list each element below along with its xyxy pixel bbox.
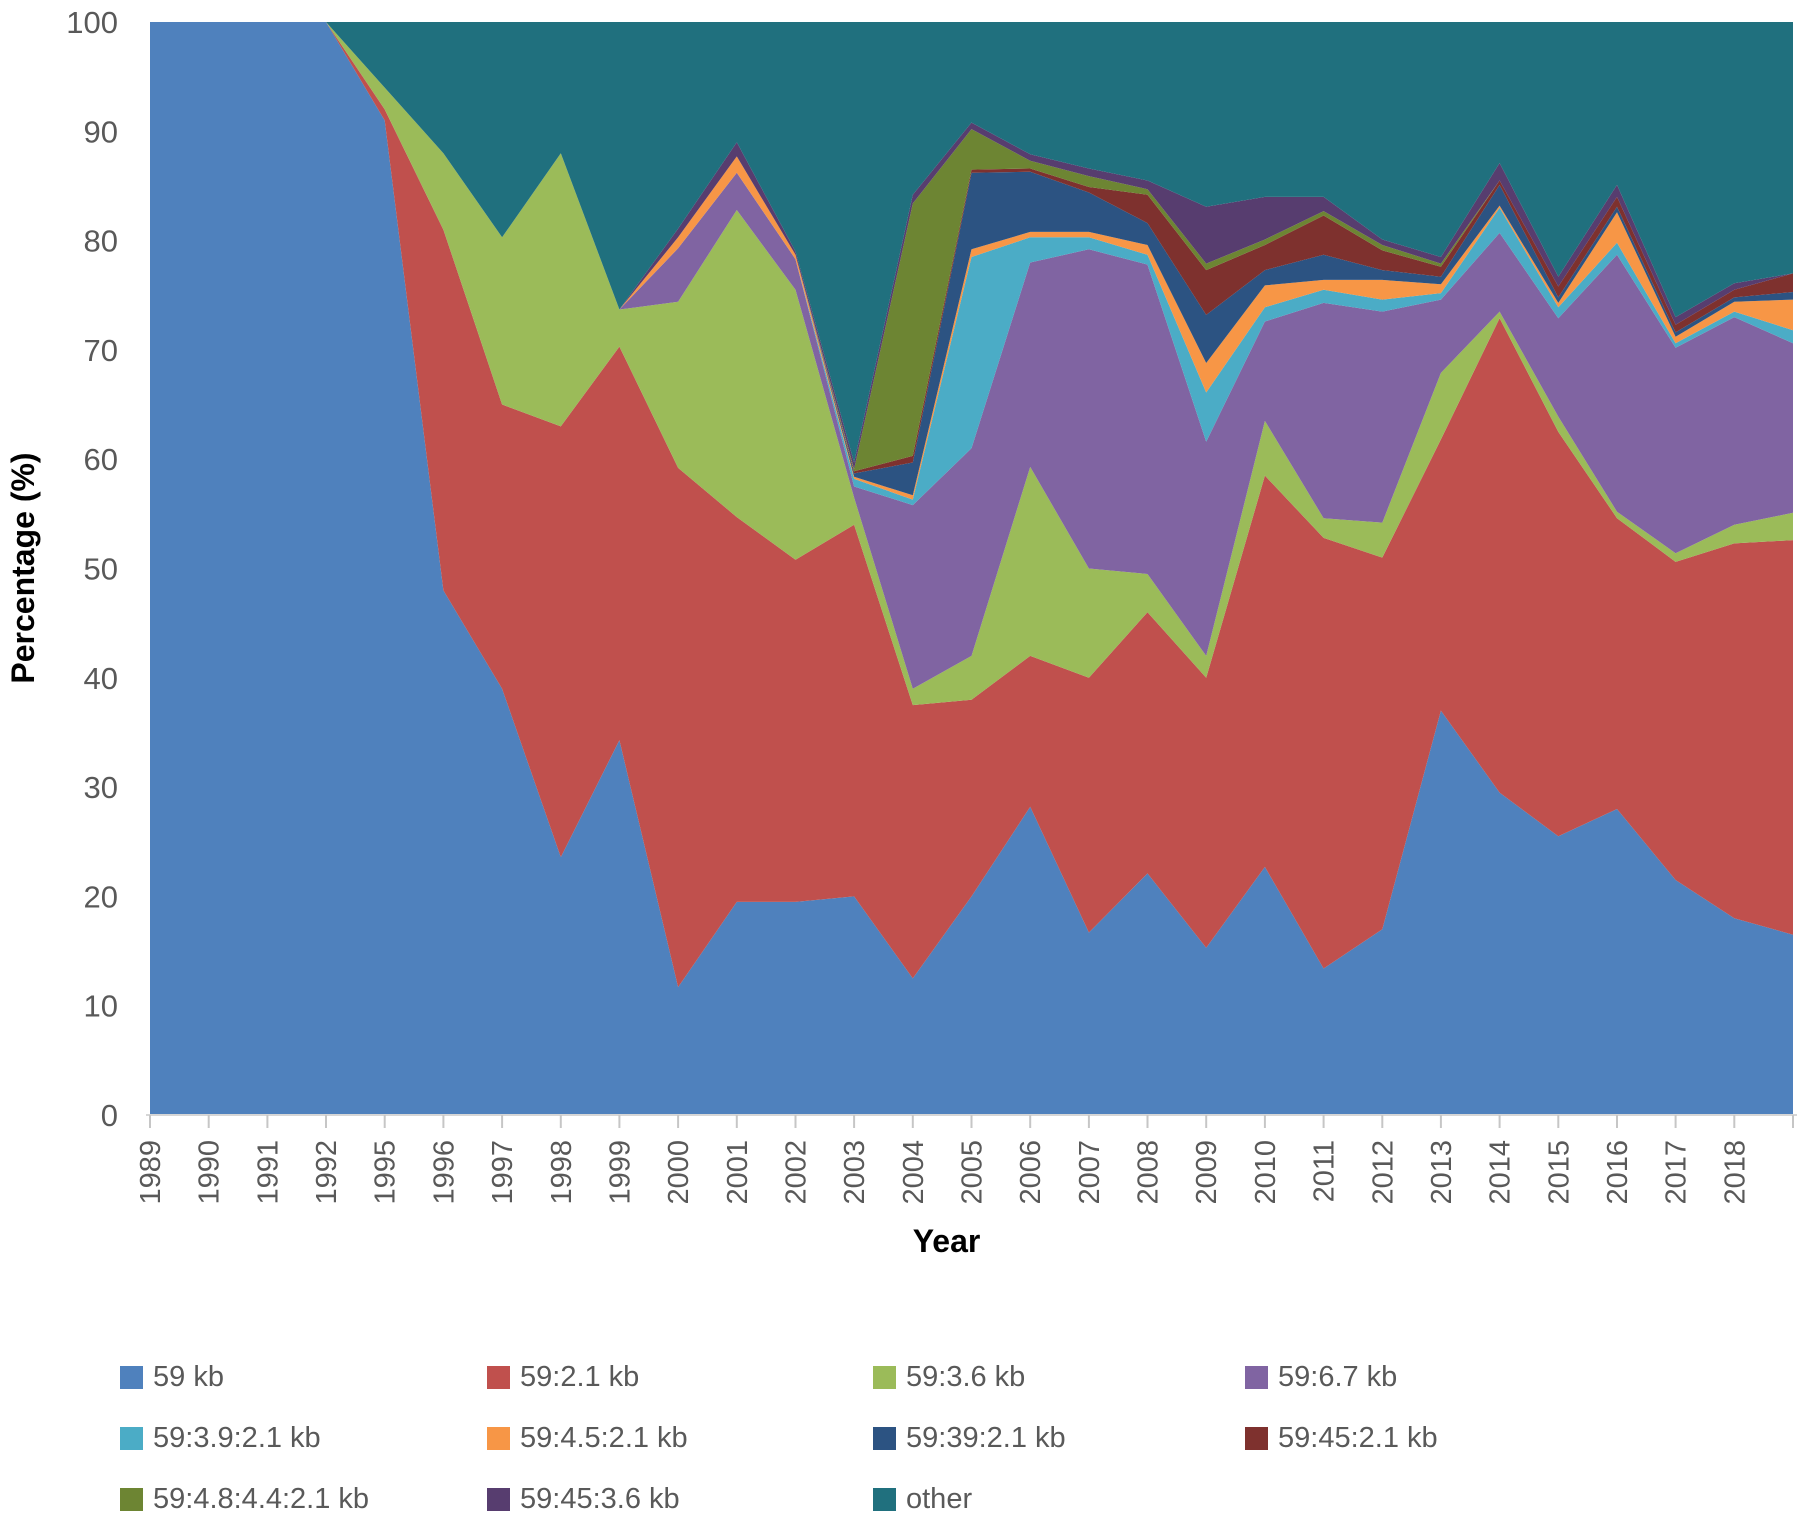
- chart-legend: 59 kb 59:2.1 kb 59:3.6 kb 59:6.7 kb 59:3.9:2…: [120, 1360, 1575, 1515]
- legend-swatch-icon: [873, 1365, 896, 1389]
- x-tick-label: 1997: [487, 1140, 519, 1205]
- legend-item-other: other: [873, 1482, 1245, 1515]
- legend-item-59-3-6-kb: 59:3.6 kb: [873, 1360, 1245, 1393]
- legend-swatch-icon: [120, 1487, 143, 1511]
- x-tick-label: 2011: [1309, 1140, 1341, 1202]
- x-tick-label: 2009: [1191, 1140, 1223, 1205]
- x-tick-label: 2014: [1485, 1140, 1517, 1205]
- legend-swatch-icon: [873, 1487, 896, 1511]
- legend-label: 59:45:3.6 kb: [520, 1482, 680, 1515]
- x-tick-label: 2017: [1661, 1140, 1693, 1205]
- legend-item-59-4-8-4-4-2-1-kb: 59:4.8:4.4:2.1 kb: [120, 1482, 487, 1515]
- legend-item-59-4-5-2-1-kb: 59:4.5:2.1 kb: [487, 1421, 873, 1454]
- x-tick-label: 2000: [663, 1140, 695, 1205]
- x-tick-label: 2010: [1250, 1140, 1282, 1205]
- x-tick-label: 1995: [370, 1140, 402, 1205]
- x-tick-label: 2004: [898, 1140, 930, 1205]
- x-tick-label: 2008: [1133, 1140, 1165, 1205]
- area-59-3-6-kb: [150, 22, 1793, 706]
- legend-item-59-45-2-1-kb: 59:45:2.1 kb: [1245, 1421, 1575, 1454]
- legend-swatch-icon: [1245, 1365, 1268, 1389]
- legend-label: 59 kb: [153, 1360, 224, 1393]
- legend-swatch-icon: [487, 1426, 510, 1450]
- legend-swatch-icon: [487, 1365, 510, 1389]
- x-tick-label: 2001: [722, 1140, 754, 1205]
- x-tick-label: 2007: [1074, 1140, 1106, 1205]
- area-59-3-9-2-1-kb: [150, 22, 1793, 506]
- legend-swatch-icon: [487, 1487, 510, 1511]
- legend-item-59-kb: 59 kb: [120, 1360, 487, 1393]
- y-tick-label: 60: [84, 442, 118, 477]
- legend-swatch-icon: [1245, 1426, 1268, 1450]
- y-tick-label: 40: [84, 661, 118, 696]
- legend-label: 59:4.5:2.1 kb: [520, 1421, 688, 1454]
- area-other: [150, 22, 1793, 463]
- x-tick-label: 2003: [839, 1140, 871, 1205]
- legend-swatch-icon: [120, 1365, 143, 1389]
- x-axis-title: Year: [913, 1223, 981, 1259]
- y-tick-label: 90: [84, 114, 118, 149]
- x-tick-label: 1996: [428, 1140, 460, 1205]
- y-tick-label: 0: [101, 1098, 118, 1133]
- legend-swatch-icon: [120, 1426, 143, 1450]
- legend-label: 59:3.6 kb: [906, 1360, 1026, 1393]
- x-tick-label: 2006: [1015, 1140, 1047, 1205]
- x-tick-label: 1998: [546, 1140, 578, 1205]
- area-59-2-1-kb: [150, 22, 1793, 988]
- x-tick-label: 2016: [1602, 1140, 1634, 1205]
- x-tick-label: 1990: [194, 1140, 226, 1205]
- x-tick-label: 2018: [1719, 1140, 1751, 1205]
- area-59-6-7-kb: [150, 22, 1793, 689]
- legend-item-59-2-1-kb: 59:2.1 kb: [487, 1360, 873, 1393]
- y-tick-label: 50: [84, 552, 118, 587]
- x-tick-label: 1992: [311, 1140, 343, 1205]
- legend-item-59-45-3-6-kb: 59:45:3.6 kb: [487, 1482, 873, 1515]
- y-tick-label: 80: [84, 224, 118, 259]
- x-tick-label: 1989: [135, 1140, 167, 1205]
- legend-swatch-icon: [873, 1426, 896, 1450]
- y-tick-label: 70: [84, 333, 118, 368]
- legend-label: 59:39:2.1 kb: [906, 1421, 1066, 1454]
- legend-label: 59:6.7 kb: [1278, 1360, 1398, 1393]
- legend-label: 59:45:2.1 kb: [1278, 1421, 1438, 1454]
- y-tick-label: 20: [84, 879, 118, 914]
- x-tick-label: 2012: [1367, 1140, 1399, 1205]
- x-tick-label: 2015: [1543, 1140, 1575, 1205]
- legend-item-59-39-2-1-kb: 59:39:2.1 kb: [873, 1421, 1245, 1454]
- y-tick-label: 100: [66, 5, 118, 40]
- legend-item-59-6-7-kb: 59:6.7 kb: [1245, 1360, 1575, 1393]
- legend-item-59-3-9-2-1-kb: 59:3.9:2.1 kb: [120, 1421, 487, 1454]
- legend-label: 59:2.1 kb: [520, 1360, 640, 1393]
- x-tick-label: 2013: [1426, 1140, 1458, 1205]
- x-tick-label: 1999: [604, 1140, 636, 1205]
- x-tick-label: 1991: [252, 1140, 284, 1205]
- x-tick-label: 2002: [781, 1140, 813, 1205]
- y-axis-title: Percentage (%): [5, 452, 41, 683]
- legend-label: 59:4.8:4.4:2.1 kb: [153, 1482, 370, 1515]
- y-tick-label: 30: [84, 770, 118, 805]
- y-tick-label: 10: [84, 989, 118, 1024]
- legend-label: other: [906, 1482, 973, 1515]
- x-tick-label: 2005: [957, 1140, 989, 1205]
- legend-label: 59:3.9:2.1 kb: [153, 1421, 321, 1454]
